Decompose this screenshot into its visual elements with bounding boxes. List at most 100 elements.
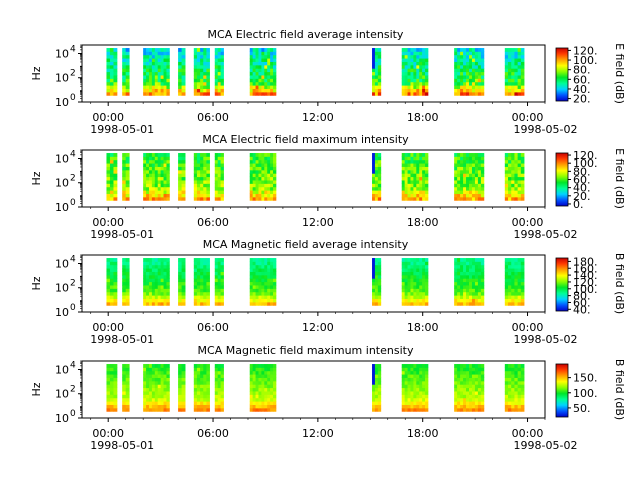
heatmap-cell xyxy=(249,258,254,262)
heatmap-cell xyxy=(146,153,150,157)
heatmap-cell xyxy=(181,397,186,402)
heatmap-cell xyxy=(125,186,130,191)
heatmap-cell xyxy=(267,58,271,62)
heatmap-cell xyxy=(422,180,426,184)
heatmap-cell xyxy=(160,370,164,375)
heatmap-cell xyxy=(457,291,461,296)
heatmap-cell xyxy=(511,285,515,289)
heatmap-cell xyxy=(404,281,408,286)
heatmap-cell xyxy=(471,391,476,395)
heatmap-cell xyxy=(258,380,262,385)
heatmap-cell xyxy=(517,258,522,262)
heatmap-cell xyxy=(261,264,265,269)
heatmap-cell xyxy=(422,176,426,181)
heatmap-cell xyxy=(148,75,153,79)
heatmap-cell xyxy=(157,278,162,283)
heatmap-cell xyxy=(419,186,423,191)
heatmap-cell xyxy=(372,295,376,299)
heatmap-cell xyxy=(157,285,162,289)
heatmap-cell xyxy=(416,298,420,303)
heatmap-cell xyxy=(511,261,515,266)
heatmap-cell xyxy=(407,391,411,395)
heatmap-cell xyxy=(410,397,414,402)
heatmap-cell xyxy=(166,298,170,303)
heatmap-cell xyxy=(511,153,515,157)
heatmap-cell xyxy=(419,180,423,184)
colorbar xyxy=(555,363,569,418)
heatmap-cell xyxy=(457,274,461,279)
heatmap-cell xyxy=(372,274,376,279)
heatmap-cell xyxy=(148,391,153,395)
colorbar-tick-label: 120. xyxy=(573,44,598,57)
heatmap-cell xyxy=(460,91,464,96)
heatmap-cell xyxy=(416,78,420,83)
heatmap-cell xyxy=(466,54,470,59)
heatmap-cell xyxy=(504,196,509,201)
heatmap-cell xyxy=(413,91,417,96)
heatmap-cell xyxy=(416,190,420,194)
heatmap-cell xyxy=(151,367,156,372)
heatmap-cell xyxy=(181,51,186,56)
heatmap-cell xyxy=(143,278,147,283)
heatmap-cell xyxy=(178,380,182,385)
heatmap-cell xyxy=(273,61,277,66)
heatmap-cell xyxy=(193,278,198,283)
heatmap-cell xyxy=(206,295,210,299)
heatmap-cell xyxy=(258,384,262,389)
heatmap-cell xyxy=(249,261,254,266)
heatmap-cell xyxy=(125,85,130,89)
heatmap-cell xyxy=(151,370,156,375)
heatmap-cell xyxy=(273,88,277,93)
heatmap-cell xyxy=(410,278,414,283)
heatmap-cell xyxy=(474,156,479,161)
heatmap-cell xyxy=(520,278,525,283)
heatmap-cell xyxy=(193,258,198,262)
heatmap-cell xyxy=(457,85,461,89)
heatmap-cell xyxy=(264,374,268,378)
heatmap-cell xyxy=(264,173,268,178)
heatmap-cell xyxy=(374,85,379,89)
heatmap-cell xyxy=(148,64,153,69)
heatmap-cell xyxy=(264,258,268,262)
heatmap-cell xyxy=(469,364,473,368)
heatmap-cell xyxy=(122,295,127,299)
heatmap-cell xyxy=(416,268,420,272)
heatmap-cell xyxy=(463,268,467,272)
heatmap-cell xyxy=(466,397,470,402)
heatmap-cell xyxy=(148,51,153,56)
heatmap-cell xyxy=(255,391,259,395)
heatmap-cell xyxy=(457,268,461,272)
heatmap-cell xyxy=(154,364,159,368)
heatmap-cell xyxy=(514,61,519,66)
heatmap-cell xyxy=(374,58,379,62)
heatmap-cell xyxy=(196,268,201,272)
heatmap-cell xyxy=(471,274,476,279)
heatmap-cell xyxy=(374,407,379,412)
heatmap-cell xyxy=(181,78,186,83)
heatmap-cell xyxy=(416,301,420,306)
heatmap-cell xyxy=(508,407,512,412)
heatmap-cell xyxy=(504,190,509,194)
heatmap-cell xyxy=(220,51,224,56)
heatmap-cell xyxy=(106,295,111,299)
heatmap-cell xyxy=(146,391,150,395)
heatmap-cell xyxy=(457,88,461,93)
heatmap-cell xyxy=(404,258,408,262)
heatmap-cell xyxy=(252,370,256,375)
heatmap-cell xyxy=(206,367,210,372)
heatmap-cell xyxy=(377,180,382,184)
heatmap-cell xyxy=(457,407,461,412)
heatmap-cell xyxy=(214,285,219,289)
heatmap-cell xyxy=(193,264,198,269)
heatmap-cell xyxy=(267,394,271,399)
heatmap-cell xyxy=(477,68,482,73)
heatmap-cell xyxy=(249,285,254,289)
heatmap-cell xyxy=(477,367,482,372)
heatmap-cell xyxy=(200,288,204,293)
heatmap-cell xyxy=(255,285,259,289)
heatmap-cell xyxy=(466,180,470,184)
heatmap-cell xyxy=(154,301,159,306)
heatmap-cell xyxy=(166,163,170,167)
heatmap-cell xyxy=(469,377,473,382)
